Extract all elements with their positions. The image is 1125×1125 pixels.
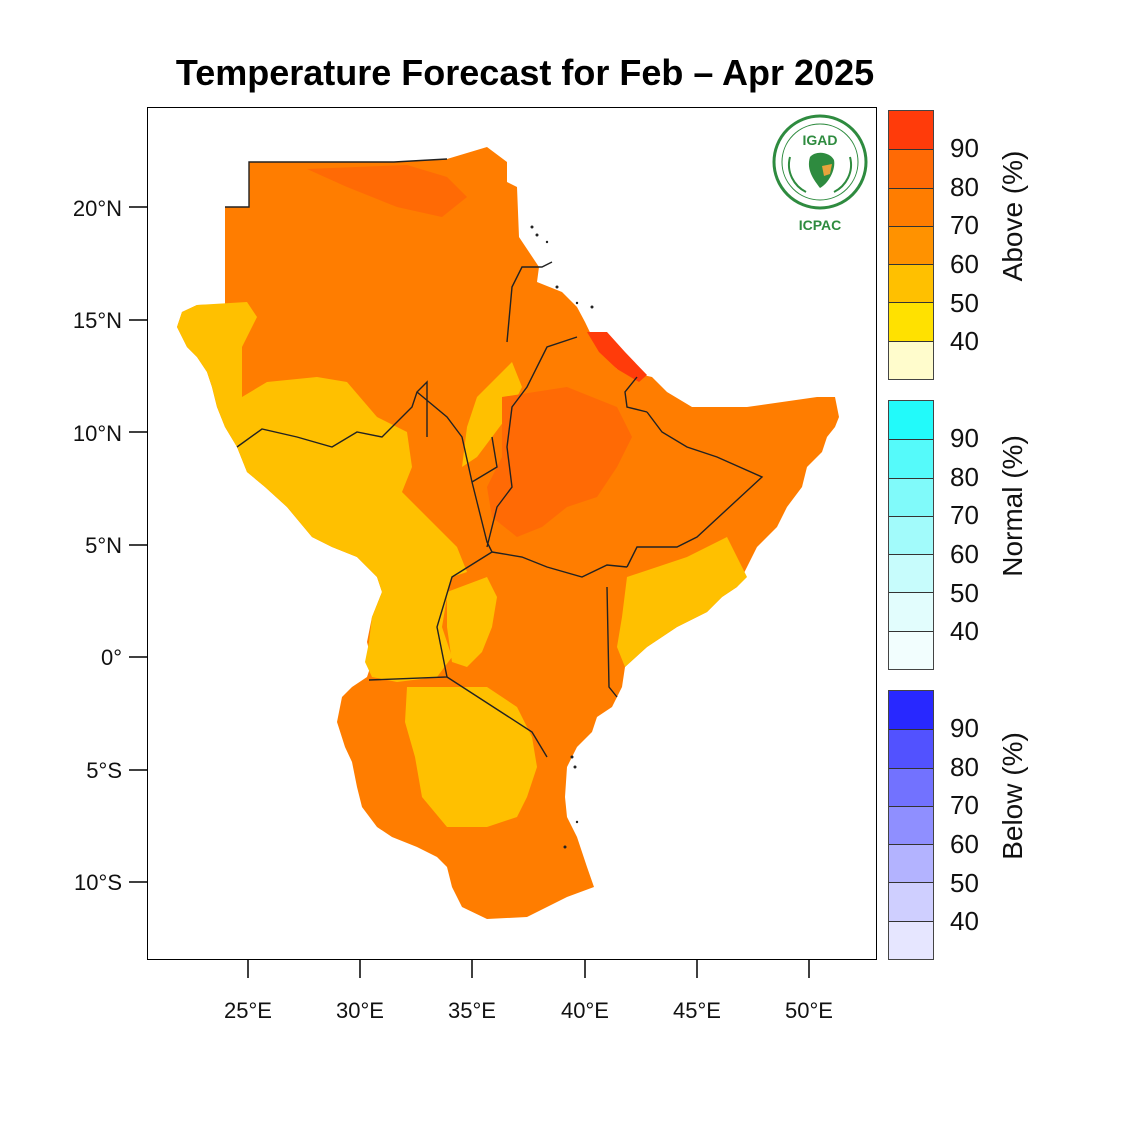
below-tick-40: 40 xyxy=(950,906,979,936)
x-axis-label-35e: 35°E xyxy=(448,998,496,1023)
colorbar-segment xyxy=(889,111,933,150)
below-tick-70: 70 xyxy=(950,790,979,820)
map-title: Temperature Forecast for Feb – Apr 2025 xyxy=(175,52,875,93)
colorbar-segment xyxy=(889,302,933,341)
y-axis-label-10s: 10°S xyxy=(74,870,122,895)
colorbar-segment xyxy=(889,401,933,440)
below-tick-50: 50 xyxy=(950,868,979,898)
region-south-yellow xyxy=(405,687,537,827)
colorbar-segment xyxy=(889,340,933,379)
region-warm-1 xyxy=(487,387,632,537)
above-tick-70: 70 xyxy=(950,210,979,240)
region-hot-spot xyxy=(587,332,647,382)
forecast-map: IGAD ICPAC xyxy=(177,114,868,919)
y-axis-label-10n: 10°N xyxy=(72,421,122,446)
y-axis-label-5n: 5°N xyxy=(85,533,122,558)
region-west-yellow xyxy=(177,302,467,682)
x-axis-label-30e: 30°E xyxy=(336,998,384,1023)
x-axis-label-45e: 45°E xyxy=(673,998,721,1023)
y-axis-label-15n: 15°N xyxy=(72,308,122,333)
igad-logo-text: IGAD xyxy=(803,132,838,148)
colorbar-segment xyxy=(889,767,933,806)
above-tick-50: 50 xyxy=(950,288,979,318)
region-ethiopia-yellow xyxy=(462,362,522,467)
colorbar-below xyxy=(888,690,934,960)
y-axis-label-5s: 5°S xyxy=(86,758,122,783)
region-warm-2 xyxy=(307,165,467,217)
coastline-dots xyxy=(530,225,594,849)
colorbar-above xyxy=(888,110,934,380)
region-east-yellow xyxy=(617,537,747,667)
colorbar-segment xyxy=(889,844,933,883)
colorbar-segment xyxy=(889,920,933,959)
colorbar-segment xyxy=(889,592,933,631)
igad-logo: IGAD ICPAC xyxy=(772,114,868,233)
colorbar-segment xyxy=(889,882,933,921)
normal-tick-50: 50 xyxy=(950,578,979,608)
normal-tick-80: 80 xyxy=(950,462,979,492)
colorbar-segment xyxy=(889,515,933,555)
above-legend-title: Above (%) xyxy=(997,150,1028,282)
normal-legend-title: Normal (%) xyxy=(997,435,1028,577)
normal-tick-60: 60 xyxy=(950,539,979,569)
below-tick-80: 80 xyxy=(950,752,979,782)
colorbar-segment xyxy=(889,630,933,669)
colorbar-segment xyxy=(889,149,933,188)
below-tick-60: 60 xyxy=(950,829,979,859)
y-axis-ticks xyxy=(129,206,147,883)
colorbar-segment xyxy=(889,439,933,478)
y-axis-label-20n: 20°N xyxy=(72,196,122,221)
region-shapes xyxy=(177,147,839,919)
below-tick-90: 90 xyxy=(950,713,979,743)
colorbar-segment xyxy=(889,805,933,845)
colorbar-segment xyxy=(889,477,933,516)
region-lake-yellow xyxy=(447,577,497,667)
below-legend-title: Below (%) xyxy=(997,732,1028,860)
above-tick-80: 80 xyxy=(950,172,979,202)
colorbar-segment xyxy=(889,554,933,593)
colorbar-segment xyxy=(889,691,933,730)
x-axis-label-40e: 40°E xyxy=(561,998,609,1023)
colorbar-segment xyxy=(889,729,933,768)
normal-tick-40: 40 xyxy=(950,616,979,646)
x-axis-label-50e: 50°E xyxy=(785,998,833,1023)
region-main xyxy=(177,147,839,919)
colorbar-segment xyxy=(889,225,933,265)
country-borders xyxy=(225,158,764,758)
map-frame xyxy=(147,107,877,960)
colorbar-segment xyxy=(889,264,933,303)
above-tick-40: 40 xyxy=(950,326,979,356)
y-axis-label-0: 0° xyxy=(100,645,122,670)
x-axis-label-25e: 25°E xyxy=(224,998,272,1023)
x-axis-ticks xyxy=(247,960,810,978)
normal-tick-90: 90 xyxy=(950,423,979,453)
above-tick-60: 60 xyxy=(950,249,979,279)
normal-tick-70: 70 xyxy=(950,500,979,530)
icpac-logo-text: ICPAC xyxy=(799,217,842,233)
colorbar-normal xyxy=(888,400,934,670)
colorbar-segment xyxy=(889,187,933,226)
above-tick-90: 90 xyxy=(950,133,979,163)
